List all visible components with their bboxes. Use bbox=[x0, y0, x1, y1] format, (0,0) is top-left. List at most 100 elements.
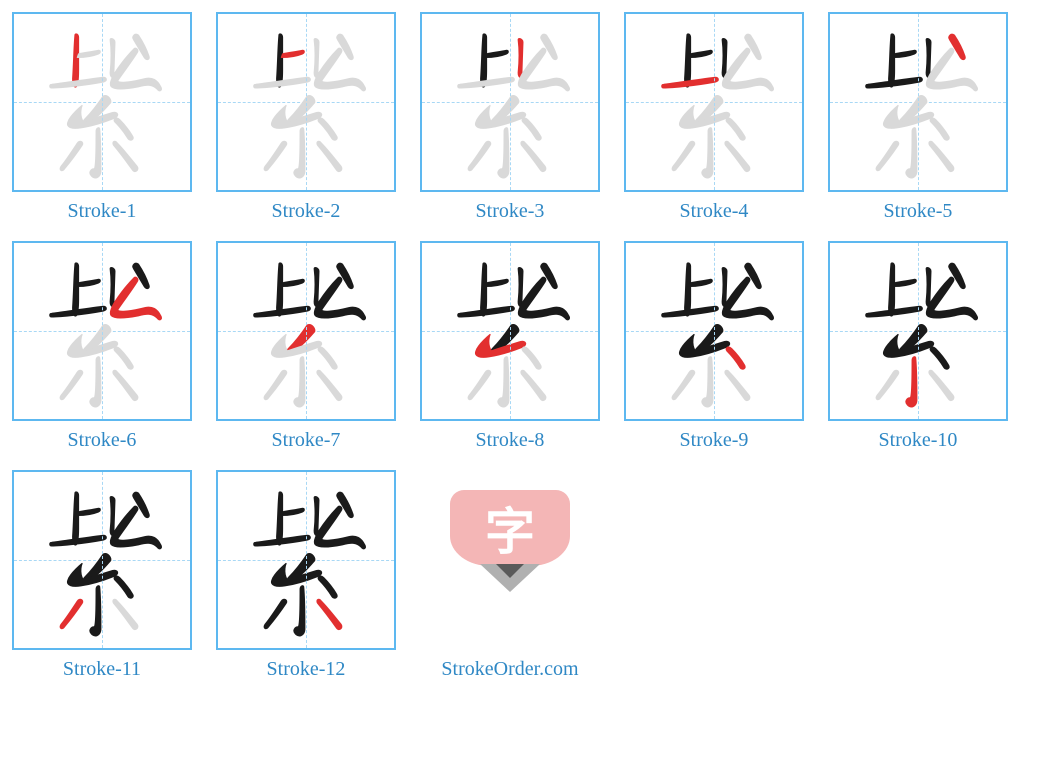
stroke-path-12 bbox=[521, 370, 546, 400]
stroke-cell-6: Stroke-6 bbox=[12, 241, 192, 452]
stroke-path-6 bbox=[110, 48, 161, 91]
stroke-svg bbox=[830, 243, 1006, 419]
stroke-path-11 bbox=[672, 370, 695, 399]
stroke-svg bbox=[422, 243, 598, 419]
stroke-path-3 bbox=[314, 39, 319, 78]
stroke-path-3 bbox=[926, 268, 931, 307]
stroke-path-12 bbox=[113, 370, 138, 400]
stroke-path-3 bbox=[314, 268, 319, 307]
stroke-caption: Stroke-6 bbox=[68, 429, 137, 452]
stroke-path-1 bbox=[73, 492, 79, 545]
stroke-path-11 bbox=[264, 599, 287, 628]
stroke-path-9 bbox=[318, 576, 337, 598]
stroke-svg bbox=[422, 14, 598, 190]
stroke-path-11 bbox=[672, 141, 695, 170]
stroke-tile bbox=[828, 241, 1008, 421]
stroke-svg bbox=[14, 472, 190, 648]
stroke-path-12 bbox=[317, 599, 342, 629]
stroke-path-1 bbox=[73, 263, 79, 316]
stroke-path-6 bbox=[110, 506, 161, 549]
stroke-path-2 bbox=[281, 50, 304, 57]
stroke-path-12 bbox=[521, 141, 546, 171]
stroke-caption: Stroke-7 bbox=[272, 429, 341, 452]
stroke-caption: Stroke-2 bbox=[272, 200, 341, 223]
stroke-caption: Stroke-11 bbox=[63, 658, 141, 681]
stroke-tile bbox=[12, 12, 192, 192]
site-logo-icon: 字 bbox=[450, 490, 570, 620]
logo-cell: 字 StrokeOrder.com bbox=[420, 470, 600, 681]
stroke-caption: Stroke-4 bbox=[680, 200, 749, 223]
stroke-path-1 bbox=[481, 263, 487, 316]
stroke-cell-8: Stroke-8 bbox=[420, 241, 600, 452]
stroke-path-12 bbox=[725, 141, 750, 171]
stroke-path-11 bbox=[264, 141, 287, 170]
stroke-path-2 bbox=[893, 50, 916, 57]
stroke-path-10 bbox=[498, 357, 509, 407]
stroke-path-1 bbox=[73, 34, 79, 87]
stroke-tile bbox=[828, 12, 1008, 192]
stroke-path-10 bbox=[90, 357, 101, 407]
stroke-cell-10: Stroke-10 bbox=[828, 241, 1008, 452]
stroke-path-1 bbox=[889, 34, 895, 87]
stroke-path-10 bbox=[90, 128, 101, 178]
stroke-path-12 bbox=[113, 599, 138, 629]
stroke-path-3 bbox=[926, 39, 931, 78]
stroke-path-11 bbox=[468, 141, 491, 170]
stroke-cell-2: Stroke-2 bbox=[216, 12, 396, 223]
stroke-cell-9: Stroke-9 bbox=[624, 241, 804, 452]
stroke-tile bbox=[624, 241, 804, 421]
stroke-path-3 bbox=[722, 39, 727, 78]
stroke-caption: Stroke-8 bbox=[476, 429, 545, 452]
stroke-path-12 bbox=[929, 370, 954, 400]
stroke-path-9 bbox=[318, 347, 337, 369]
stroke-tile bbox=[420, 241, 600, 421]
site-caption: StrokeOrder.com bbox=[441, 658, 578, 681]
stroke-path-1 bbox=[277, 34, 283, 87]
stroke-caption: Stroke-12 bbox=[267, 658, 346, 681]
stroke-path-6 bbox=[722, 277, 773, 320]
stroke-path-6 bbox=[314, 506, 365, 549]
stroke-path-2 bbox=[689, 50, 712, 57]
stroke-svg bbox=[14, 243, 190, 419]
stroke-cell-12: Stroke-12 bbox=[216, 470, 396, 681]
stroke-path-12 bbox=[725, 370, 750, 400]
stroke-path-6 bbox=[722, 48, 773, 91]
stroke-cell-3: Stroke-3 bbox=[420, 12, 600, 223]
stroke-path-3 bbox=[518, 268, 523, 307]
stroke-tile bbox=[624, 12, 804, 192]
stroke-path-12 bbox=[113, 141, 138, 171]
stroke-path-11 bbox=[876, 141, 899, 170]
stroke-path-6 bbox=[926, 277, 977, 320]
stroke-path-1 bbox=[685, 263, 691, 316]
stroke-path-2 bbox=[485, 50, 508, 57]
stroke-path-10 bbox=[294, 586, 305, 636]
stroke-path-9 bbox=[114, 576, 133, 598]
stroke-path-2 bbox=[485, 279, 508, 286]
stroke-path-6 bbox=[518, 277, 569, 320]
stroke-tile bbox=[216, 241, 396, 421]
stroke-cell-5: Stroke-5 bbox=[828, 12, 1008, 223]
site-logo-glyph: 字 bbox=[450, 490, 570, 566]
stroke-path-12 bbox=[317, 370, 342, 400]
stroke-path-3 bbox=[518, 39, 523, 78]
stroke-path-2 bbox=[77, 279, 100, 286]
stroke-path-11 bbox=[60, 599, 83, 628]
stroke-path-9 bbox=[114, 118, 133, 140]
stroke-path-10 bbox=[906, 128, 917, 178]
stroke-path-6 bbox=[314, 277, 365, 320]
stroke-path-9 bbox=[318, 118, 337, 140]
stroke-cell-4: Stroke-4 bbox=[624, 12, 804, 223]
stroke-path-10 bbox=[498, 128, 509, 178]
stroke-path-3 bbox=[722, 268, 727, 307]
stroke-cell-11: Stroke-11 bbox=[12, 470, 192, 681]
stroke-path-11 bbox=[60, 141, 83, 170]
stroke-path-10 bbox=[294, 357, 305, 407]
stroke-path-11 bbox=[876, 370, 899, 399]
stroke-svg bbox=[830, 14, 1006, 190]
stroke-path-1 bbox=[277, 263, 283, 316]
stroke-path-1 bbox=[685, 34, 691, 87]
stroke-path-2 bbox=[281, 279, 304, 286]
stroke-grid: Stroke-1Stroke-2Stroke-3Stroke-4Stroke-5… bbox=[12, 12, 1038, 681]
pencil-lead-icon bbox=[496, 564, 524, 578]
stroke-path-3 bbox=[314, 497, 319, 536]
